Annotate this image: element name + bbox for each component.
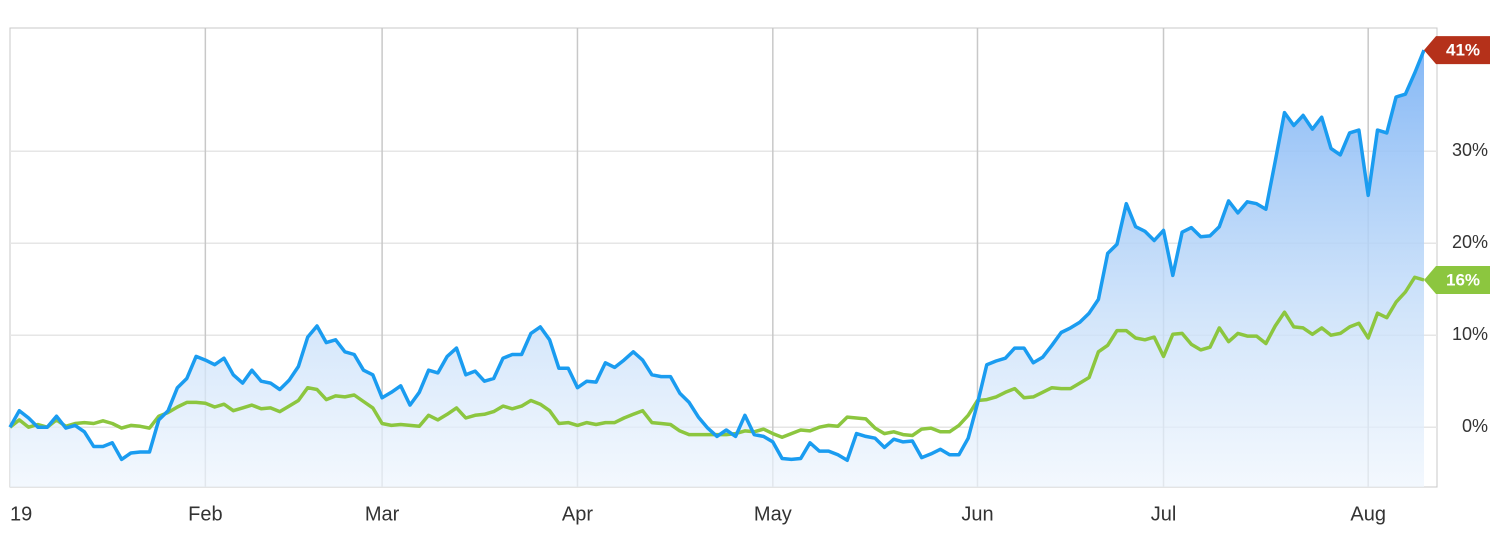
end-label: 16% bbox=[1446, 271, 1480, 290]
x-tick-label: 19 bbox=[10, 503, 32, 525]
end-flag bbox=[1424, 36, 1490, 65]
labels: 0% 10% 20% 30% 19 Feb Mar Apr May Jun Jul Aug 41% 16% bbox=[10, 36, 1490, 525]
x-tick-label: Aug bbox=[1350, 503, 1386, 525]
area bbox=[10, 50, 1424, 487]
y-tick-label: 0% bbox=[1462, 416, 1488, 436]
y-tick-label: 30% bbox=[1452, 140, 1488, 160]
x-tick-label: Mar bbox=[365, 503, 400, 525]
y-tick-label: 20% bbox=[1452, 232, 1488, 252]
x-tick-label: Apr bbox=[562, 503, 593, 525]
end-label: 41% bbox=[1446, 41, 1480, 60]
y-tick-label: 10% bbox=[1452, 324, 1488, 344]
x-tick-label: Feb bbox=[188, 503, 222, 525]
line bbox=[8, 49, 1426, 463]
x-tick-label: Jun bbox=[961, 503, 993, 525]
x-tick-label: May bbox=[754, 503, 792, 525]
x-tick-label: Jul bbox=[1151, 503, 1177, 525]
marks bbox=[8, 49, 1426, 487]
end-flag bbox=[1424, 266, 1490, 295]
